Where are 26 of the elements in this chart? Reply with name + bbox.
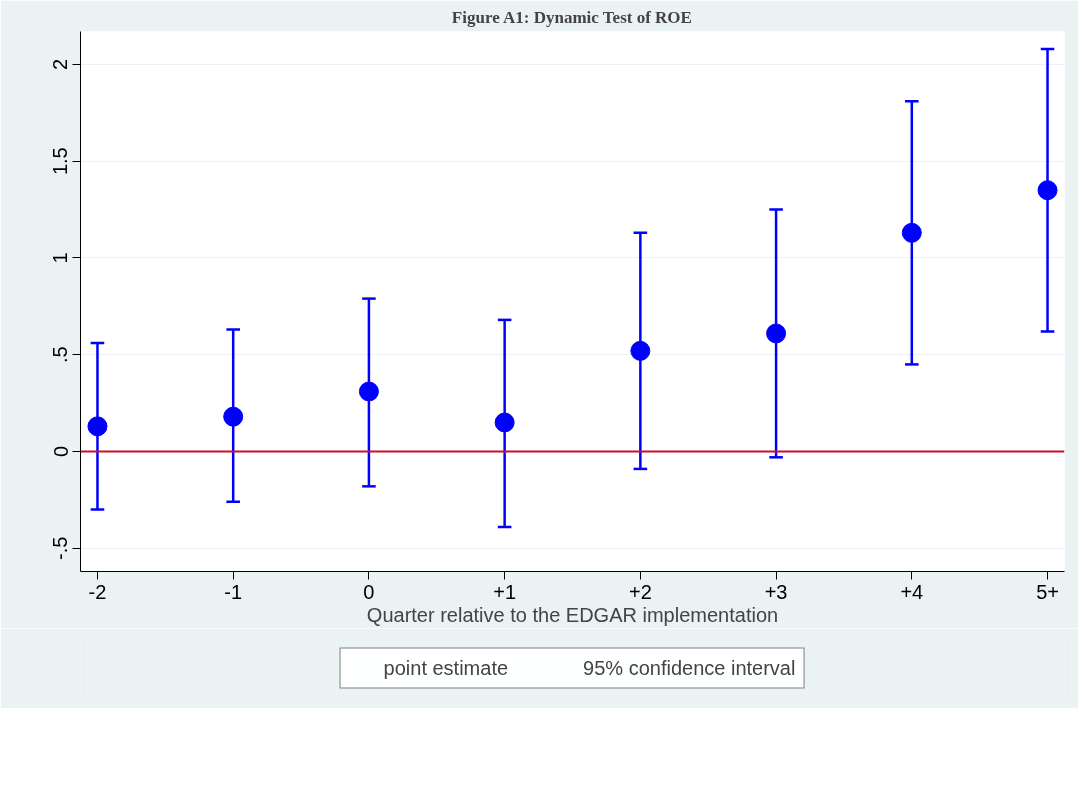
y-tick-label: 0 bbox=[49, 445, 72, 458]
point bbox=[630, 340, 651, 361]
y-tick-label: 1 bbox=[49, 252, 72, 264]
point bbox=[901, 222, 922, 243]
x-tick-label: -2 bbox=[88, 580, 107, 603]
x-axis-title: Quarter relative to the EDGAR implementation bbox=[366, 603, 779, 626]
x-tick-label: +2 bbox=[628, 580, 652, 603]
y-tick-label: 2 bbox=[49, 58, 72, 70]
x-tick-label: +3 bbox=[764, 580, 788, 603]
text: point estimate bbox=[383, 656, 509, 680]
text: 95% confidence interval bbox=[583, 656, 796, 680]
x-tick-label: 0 bbox=[363, 580, 375, 603]
point bbox=[223, 406, 244, 427]
point bbox=[358, 381, 379, 402]
point bbox=[494, 412, 515, 433]
point bbox=[766, 323, 787, 344]
point bbox=[87, 416, 108, 437]
y-tick-label: .5 bbox=[49, 346, 72, 364]
chart-title: Figure A1: Dynamic Test of ROE bbox=[451, 7, 692, 27]
x-tick-label: -1 bbox=[224, 580, 243, 603]
x-tick-label: +4 bbox=[900, 580, 924, 603]
y-tick-label: 1.5 bbox=[49, 147, 72, 176]
x-tick-label: 5+ bbox=[1036, 580, 1059, 603]
y-tick-label: -.5 bbox=[49, 536, 72, 560]
x-tick-label: +1 bbox=[493, 580, 517, 603]
point bbox=[1037, 180, 1058, 201]
